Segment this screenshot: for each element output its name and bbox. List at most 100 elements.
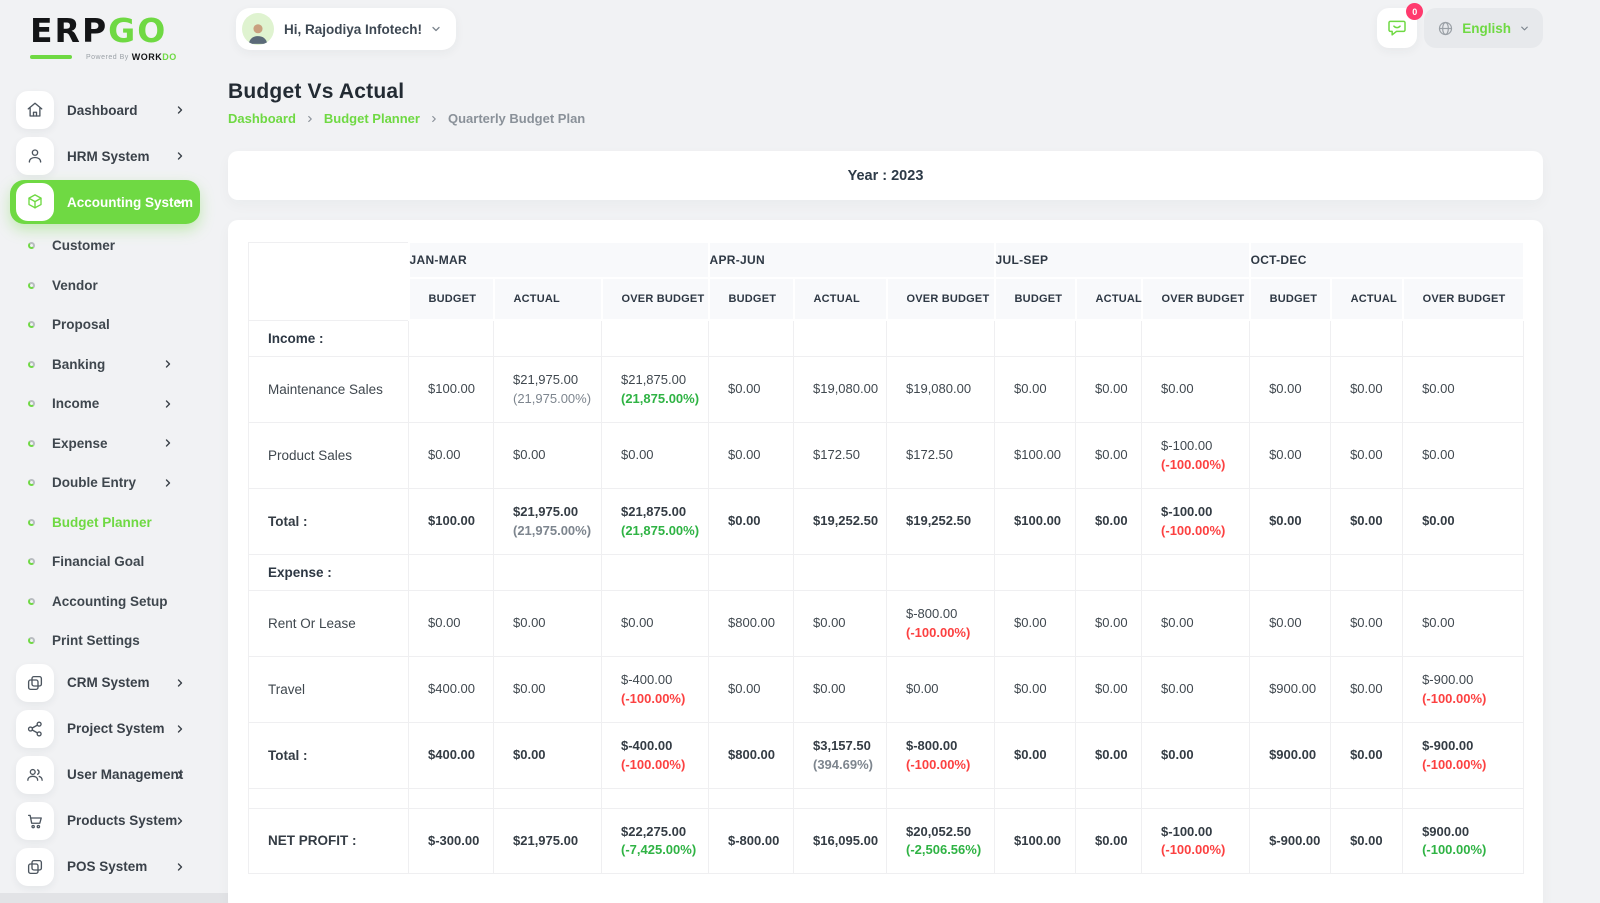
sidebar-item-label: Income <box>52 396 100 412</box>
table-cell: $100.00 <box>994 487 1077 555</box>
share-icon <box>16 709 54 748</box>
table-cell: $-900.00 (-100.00%) <box>1402 655 1525 723</box>
row-label: Product Sales <box>248 421 409 489</box>
chevron-right-icon <box>162 477 174 489</box>
table-row: Rent Or Lease $0.00 $0.00 $0.00 $800.00 $0.00… <box>248 589 1525 657</box>
sidebar-item-accounting-system[interactable]: Accounting System <box>10 180 200 224</box>
user-group-icon <box>16 755 54 794</box>
table-row: Total : $400.00 $0.00 $-400.00 (-100.00%) $80… <box>248 721 1525 789</box>
column-header: ACTUAL <box>792 277 888 321</box>
table-cell <box>408 319 494 357</box>
table-cell <box>248 787 409 809</box>
table-cell: $0.00 <box>1075 807 1143 874</box>
table-cell: $900.00 <box>1249 721 1332 789</box>
table-cell <box>1141 319 1251 357</box>
table-cell <box>708 319 794 357</box>
quarter-header: APR-JUN <box>707 241 996 279</box>
brand-logo[interactable]: ERPGO Powered By WORK DO <box>0 0 210 62</box>
table-cell: $400.00 <box>408 655 494 723</box>
sidebar-item-financial-goal[interactable]: Financial Goal <box>10 542 200 582</box>
table-cell <box>493 553 602 591</box>
row-label: Total : <box>248 487 409 555</box>
bullet-icon <box>28 439 35 447</box>
user-menu-button[interactable]: Hi, Rajodiya Infotech! <box>236 8 457 50</box>
table-cell: $0.00 <box>1330 355 1404 423</box>
bullet-icon <box>28 637 35 645</box>
table-cell <box>601 553 709 591</box>
chevron-right-icon <box>174 815 186 827</box>
table-cell <box>708 553 794 591</box>
table-cell: $-800.00 <box>708 807 794 874</box>
table-cell <box>1075 553 1143 591</box>
sidebar-item-project-system[interactable]: Project System <box>10 707 200 751</box>
sidebar-item-label: Banking <box>52 356 106 372</box>
user-greeting: Hi, Rajodiya Infotech! <box>284 21 423 37</box>
table-cell <box>601 787 709 809</box>
sidebar-item-label: Proposal <box>52 317 110 333</box>
table-cell: $0.00 <box>601 421 709 489</box>
table-cell: $0.00 <box>793 589 887 657</box>
table-cell: $21,975.00 <box>493 807 602 874</box>
table-cell <box>994 787 1077 809</box>
table-row: Product Sales $0.00 $0.00 $0.00 $0.00 $172.50… <box>248 421 1525 489</box>
sidebar-item-vendor[interactable]: Vendor <box>10 266 200 306</box>
chevron-right-icon <box>162 358 174 370</box>
column-header: BUDGET <box>1248 277 1332 321</box>
table-cell: $-800.00 (-100.00%) <box>885 721 996 789</box>
chat-icon <box>1387 18 1407 38</box>
table-cell: $19,080.00 <box>793 355 887 423</box>
avatar <box>242 13 274 45</box>
table-cell: $-300.00 <box>408 807 494 874</box>
table-cell <box>1330 319 1404 357</box>
table-cell <box>1402 319 1525 357</box>
sidebar-item-crm-system[interactable]: CRM System <box>10 661 200 705</box>
table-cell: $900.00 <box>1249 655 1332 723</box>
sidebar-item-hrm-system[interactable]: HRM System <box>10 134 200 178</box>
notification-badge: 0 <box>1406 3 1424 20</box>
chevron-right-icon <box>174 861 186 873</box>
messages-button[interactable]: 0 <box>1377 3 1424 48</box>
language-selector[interactable]: English <box>1424 8 1543 48</box>
sidebar-item-user-management[interactable]: User Management <box>10 753 200 797</box>
table-cell <box>1075 787 1143 809</box>
sidebar-item-banking[interactable]: Banking <box>10 345 200 385</box>
bullet-icon <box>28 479 35 487</box>
table-cell: $0.00 <box>885 655 996 723</box>
table-cell: $-100.00 (-100.00%) <box>1141 487 1251 555</box>
table-row <box>248 787 1525 809</box>
cube-icon <box>16 183 54 221</box>
table-cell: $-400.00 (-100.00%) <box>601 655 709 723</box>
sidebar-item-products-system[interactable]: Products System <box>10 799 200 843</box>
sidebar-item-income[interactable]: Income <box>10 384 200 424</box>
breadcrumb-budget-planner[interactable]: Budget Planner <box>323 111 420 126</box>
bullet-icon <box>28 597 35 605</box>
table-cell: $0.00 <box>1075 589 1143 657</box>
globe-icon <box>1437 20 1454 37</box>
sidebar-scrollbar[interactable] <box>0 893 228 903</box>
sidebar-item-budget-planner[interactable]: Budget Planner <box>10 503 200 543</box>
sidebar-item-customer[interactable]: Customer <box>10 226 200 266</box>
sidebar-item-accounting-setup[interactable]: Accounting Setup <box>10 582 200 622</box>
sidebar-item-expense[interactable]: Expense <box>10 424 200 464</box>
sidebar-item-pos-system[interactable]: POS System <box>10 845 200 889</box>
table-row: Maintenance Sales $100.00 $21,975.00 (21,97… <box>248 355 1525 423</box>
breadcrumb: Dashboard Budget Planner Quarterly Budget … <box>228 111 1543 126</box>
table-cell: $100.00 <box>994 807 1077 874</box>
sidebar-item-label: Accounting System <box>67 194 194 210</box>
sidebar-item-dashboard[interactable]: Dashboard <box>10 88 200 132</box>
quarter-header: JAN-MAR <box>407 241 710 279</box>
sidebar-item-print-settings[interactable]: Print Settings <box>10 621 200 661</box>
breadcrumb-dashboard[interactable]: Dashboard <box>228 111 296 126</box>
column-header: BUDGET <box>407 277 495 321</box>
sidebar-item-label: Products System <box>67 813 178 828</box>
sidebar-item-label: Customer <box>52 238 116 254</box>
bullet-icon <box>28 281 35 289</box>
sidebar-item-proposal[interactable]: Proposal <box>10 305 200 345</box>
table-cell: $0.00 <box>1330 655 1404 723</box>
table-cell: $100.00 <box>408 355 494 423</box>
chevron-right-icon <box>174 150 186 162</box>
sidebar-item-double-entry[interactable]: Double Entry <box>10 463 200 503</box>
page-title: Budget Vs Actual <box>228 80 405 103</box>
column-header: ACTUAL <box>1074 277 1143 321</box>
table-cell: $-100.00 (-100.00%) <box>1141 421 1251 489</box>
